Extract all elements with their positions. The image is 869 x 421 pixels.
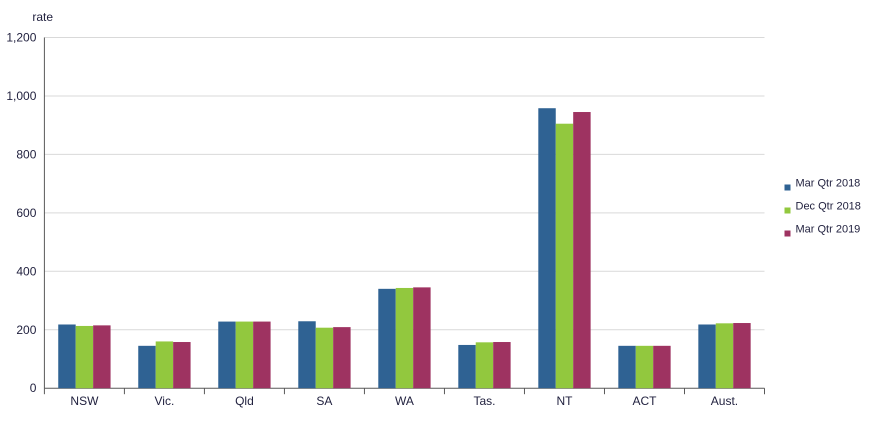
- svg-text:ACT: ACT: [632, 394, 657, 408]
- svg-text:0: 0: [30, 381, 37, 395]
- svg-text:Mar Qtr 2019: Mar Qtr 2019: [796, 224, 861, 236]
- svg-text:SA: SA: [316, 394, 332, 408]
- svg-text:Tas.: Tas.: [473, 394, 495, 408]
- svg-text:Vic.: Vic.: [155, 394, 175, 408]
- svg-text:Qld: Qld: [235, 394, 254, 408]
- svg-text:600: 600: [16, 206, 36, 220]
- svg-text:rate: rate: [32, 10, 53, 24]
- svg-text:1,000: 1,000: [6, 89, 36, 103]
- svg-text:800: 800: [16, 147, 36, 161]
- svg-text:1,200: 1,200: [6, 31, 36, 45]
- svg-text:200: 200: [16, 323, 36, 337]
- svg-text:NSW: NSW: [70, 394, 99, 408]
- svg-text:WA: WA: [395, 394, 414, 408]
- svg-text:Mar Qtr 2018: Mar Qtr 2018: [796, 178, 861, 190]
- svg-text:NT: NT: [556, 394, 573, 408]
- svg-text:Dec Qtr 2018: Dec Qtr 2018: [796, 201, 861, 213]
- svg-text:Aust.: Aust.: [711, 394, 738, 408]
- svg-text:400: 400: [16, 264, 36, 278]
